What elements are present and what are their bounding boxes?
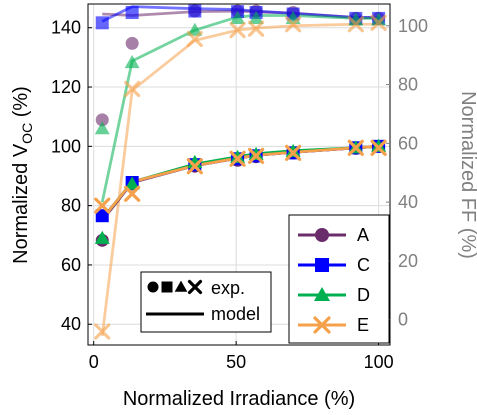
ff-point-a: [95, 113, 109, 127]
left-tick-label: 60: [61, 255, 81, 275]
style-legend: exp. model: [140, 271, 272, 333]
x-axis-title: Normalized Irradiance (%): [123, 388, 355, 410]
right-tick-label: 100: [398, 16, 428, 36]
right-tick-label: 80: [398, 75, 418, 95]
voc-point-d: [248, 146, 264, 160]
voc-point-e: [94, 197, 111, 214]
ff-point-d: [371, 12, 387, 26]
ff-point-e: [124, 80, 141, 98]
voc-point-d: [94, 230, 110, 244]
ff-line-d: [100, 14, 379, 203]
left-axis-title-tail: (%): [10, 86, 32, 123]
series-markers: [94, 4, 387, 340]
voc-point-d: [371, 138, 387, 152]
voc-point-e: [347, 139, 364, 156]
legend-marker-c: [315, 258, 329, 272]
voc-point-e: [285, 144, 302, 161]
voc-series-lines: [101, 144, 379, 222]
voc-point-e: [229, 150, 246, 167]
voc-point-e: [247, 147, 265, 164]
left-axis-title: Normalized VOC (%): [10, 86, 35, 264]
voc-point-d: [230, 149, 246, 163]
x-tick-label: 100: [364, 352, 394, 372]
voc-point-d: [124, 176, 140, 190]
left-tick-label: 80: [61, 196, 81, 216]
ff-point-e: [285, 16, 302, 33]
style-legend-exp-label: exp.: [211, 278, 245, 298]
ff-point-c: [125, 6, 139, 20]
ff-point-e: [247, 20, 265, 37]
ff-line-e: [100, 22, 379, 337]
voc-point-e: [370, 139, 387, 156]
ff-point-e: [347, 16, 364, 33]
style-legend-marker: [187, 279, 203, 295]
voc-point-c: [95, 209, 109, 223]
x-axis-ticks: 0 50 100: [89, 341, 394, 372]
ff-point-d: [187, 22, 203, 36]
left-tick-label: 140: [51, 18, 81, 38]
voc-point-e: [186, 158, 203, 175]
legend-marker-d: [313, 286, 331, 302]
ff-point-c: [188, 4, 202, 18]
ff-point-d: [248, 10, 264, 25]
right-tick-label: 0: [398, 310, 408, 330]
right-axis-ticks: 0 20 40 60 80 100: [386, 16, 428, 330]
ff-point-e: [370, 14, 387, 31]
plot-area-frame: [87, 3, 391, 346]
x-tick-label: 50: [226, 352, 246, 372]
voc-point-e: [124, 185, 141, 202]
ff-series-lines: [100, 5, 379, 337]
right-tick-label: 20: [398, 251, 418, 271]
voc-line-e: [101, 144, 379, 220]
legend-label-c: C: [357, 255, 370, 275]
right-axis-title: Normalized FF (%): [457, 91, 477, 259]
left-tick-label: 40: [61, 314, 81, 334]
ff-point-e: [186, 30, 203, 48]
ff-point-d: [124, 55, 140, 69]
legend-label-e: E: [357, 315, 369, 335]
voc-point-d: [285, 143, 301, 157]
legend-label-a: A: [357, 225, 369, 245]
ff-point-e: [229, 22, 246, 39]
ff-point-d: [94, 121, 110, 135]
style-legend-model-label: model: [211, 304, 260, 324]
right-tick-label: 60: [398, 133, 418, 153]
ff-point-e: [94, 323, 111, 340]
left-axis-ticks: 40 60 80 100 120 140: [51, 18, 92, 334]
x-tick-label: 0: [89, 352, 99, 372]
ff-point-c: [95, 16, 109, 30]
left-tick-label: 120: [51, 77, 81, 97]
legend-marker-a: [315, 228, 329, 242]
style-legend-marker: [161, 281, 173, 293]
ff-point-d: [230, 10, 246, 25]
legend-label-d: D: [357, 285, 370, 305]
right-tick-label: 40: [398, 192, 418, 212]
style-legend-marker: [174, 280, 188, 292]
ff-point-a: [125, 36, 139, 50]
left-axis-title-subscript: OC: [19, 123, 35, 144]
style-legend-marker: [147, 281, 159, 293]
left-tick-label: 100: [51, 136, 81, 156]
legend-marker-e: [313, 316, 331, 334]
left-axis-title-main: Normalized V: [10, 143, 32, 264]
